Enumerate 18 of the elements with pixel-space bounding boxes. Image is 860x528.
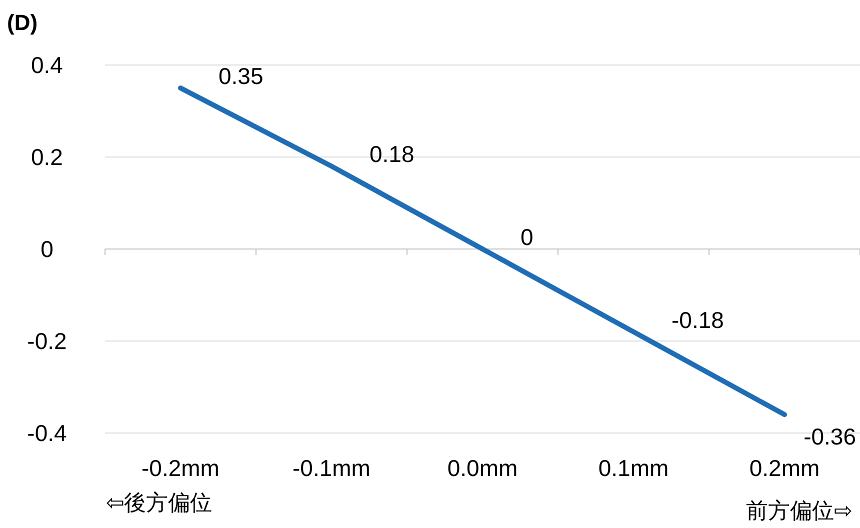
data-label: 0 bbox=[520, 224, 534, 250]
x-tick-label: -0.2mm bbox=[142, 455, 220, 481]
y-tick-label: 0.2 bbox=[31, 144, 63, 170]
y-tick-label: 0.4 bbox=[31, 52, 64, 78]
x-tick-label: 0.1mm bbox=[598, 455, 669, 481]
x-tick-label: 0.0mm bbox=[447, 455, 518, 481]
y-tick-label: -0.2 bbox=[27, 328, 67, 354]
data-label: -0.36 bbox=[804, 424, 856, 450]
data-label: 0.35 bbox=[218, 63, 264, 89]
data-label: 0.18 bbox=[370, 141, 414, 168]
x-tick-label: -0.1mm bbox=[292, 455, 370, 481]
text: ⇦後方偏位 bbox=[106, 490, 212, 515]
x-tick-label: 0.2mm bbox=[749, 455, 820, 481]
y-tick-label: -0.4 bbox=[27, 420, 68, 446]
text: 前方偏位⇨ bbox=[746, 498, 852, 523]
data-label: -0.18 bbox=[672, 306, 724, 333]
y-tick-label: 0 bbox=[40, 236, 54, 262]
y-axis-title: (D) bbox=[7, 10, 38, 35]
